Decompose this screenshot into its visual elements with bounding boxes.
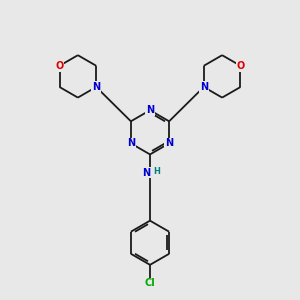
Text: Cl: Cl [145, 278, 155, 288]
Text: N: N [200, 82, 208, 92]
Text: N: N [146, 105, 154, 115]
Text: N: N [142, 168, 151, 178]
Text: O: O [236, 61, 244, 71]
Text: N: N [165, 138, 173, 148]
Text: N: N [127, 138, 135, 148]
Text: H: H [153, 167, 160, 176]
Text: N: N [92, 82, 100, 92]
Text: O: O [56, 61, 64, 71]
